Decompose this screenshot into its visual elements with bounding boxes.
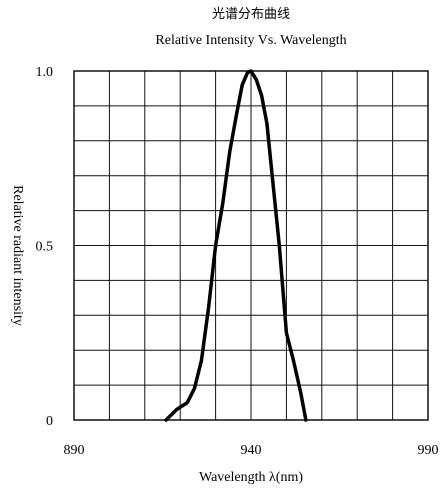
x-tick-label: 940 xyxy=(241,443,262,458)
x-tick-label: 890 xyxy=(64,443,85,458)
chart-title: 光谱分布曲线 xyxy=(212,7,290,22)
y-tick-label: 0.5 xyxy=(36,240,54,255)
chart-grid xyxy=(74,71,428,420)
chart-subtitle: Relative Intensity Vs. Wavelength xyxy=(155,33,346,48)
intensity-curve xyxy=(164,69,308,422)
y-tick-label: 0 xyxy=(46,414,53,429)
x-axis-ticks: 890 940 990 xyxy=(64,443,439,458)
y-tick-label: 1.0 xyxy=(36,65,54,80)
y-axis-ticks: 0 0.5 1.0 xyxy=(36,65,54,429)
y-axis-label: Relative radiant intensity xyxy=(10,185,25,326)
x-tick-label: 990 xyxy=(418,443,439,458)
x-axis-label: Wavelength λ(nm) xyxy=(199,470,303,485)
